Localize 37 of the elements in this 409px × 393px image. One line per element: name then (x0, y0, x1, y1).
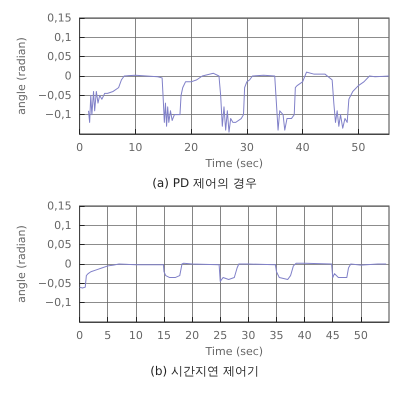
x-tick-label: 40 (298, 329, 312, 342)
x-tick-label: 20 (185, 329, 200, 342)
x-tick-label: 20 (184, 141, 198, 154)
y-axis-title: angle (radian) (15, 37, 28, 115)
x-tick-label: 50 (354, 329, 368, 342)
y-tick-label: 0,1 (54, 30, 72, 44)
y-tick-label: 0,15 (47, 200, 72, 212)
x-tick-label: 30 (241, 329, 256, 342)
line-series (88, 72, 390, 133)
y-tick-label: 0,05 (47, 50, 72, 64)
x-tick-label: 0 (76, 141, 84, 154)
x-tick-label: 40 (296, 141, 310, 154)
x-tick-label: 30 (240, 141, 254, 154)
text: (a) PD 제어의 경우 (152, 176, 257, 190)
line-series (79, 262, 387, 288)
x-tick-label: 35 (269, 329, 284, 342)
y-tick-label: 0,15 (47, 12, 72, 24)
x-tick-label: 10 (128, 141, 142, 154)
x-tick-label: 50 (351, 141, 366, 154)
x-tick-label: 0 (76, 329, 84, 342)
x-tick-label: 25 (213, 329, 228, 342)
x-tick-label: 15 (156, 329, 171, 342)
y-tick-label: 0,1 (54, 218, 72, 232)
y-tick-label: 0 (64, 258, 72, 270)
x-tick-label: 5 (104, 329, 112, 342)
y-tick-label: −0,05 (38, 276, 72, 290)
x-axis-title: Time (sec) (204, 344, 264, 358)
y-tick-label: −0,1 (44, 108, 72, 122)
y-tick-label: −0,05 (38, 88, 72, 102)
y-tick-label: 0 (64, 70, 72, 82)
y-axis-title: angle (radian) (15, 225, 28, 303)
y-tick-label: 0,05 (47, 238, 72, 252)
y-tick-label: −0,1 (44, 296, 72, 310)
text: (b) 시간지연 제어기 (150, 364, 259, 378)
x-tick-label: 45 (326, 329, 340, 342)
x-tick-label: 10 (128, 329, 143, 342)
x-axis-title: Time (sec) (204, 156, 264, 170)
